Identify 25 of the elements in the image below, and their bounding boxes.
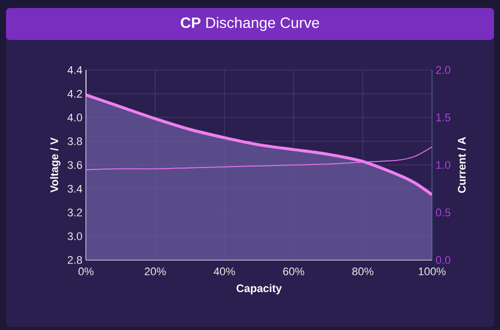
y-tick-label: 3.4 bbox=[68, 184, 82, 193]
line-series bbox=[86, 146, 432, 170]
y2-tick-label: 1.5 bbox=[436, 114, 450, 122]
y-tick-label: 3.8 bbox=[68, 137, 82, 146]
x-tick-label: 60% bbox=[283, 268, 304, 276]
x-tick-label: 80% bbox=[352, 268, 374, 276]
y-tick-label: 2.8 bbox=[68, 256, 82, 264]
y-tick-label: 4.4 bbox=[68, 66, 82, 74]
y2-tick-label: 1.0 bbox=[436, 161, 450, 169]
x-axis-title: Capacity bbox=[236, 284, 282, 294]
y2-axis-title: Current / A bbox=[458, 136, 466, 193]
y-axis-title: Voltage / V bbox=[50, 137, 60, 193]
y-tick-label: 4.0 bbox=[68, 114, 82, 122]
x-tick-label: 0% bbox=[78, 268, 94, 276]
y-tick-label: 3.6 bbox=[68, 161, 82, 169]
chart-title: CP Dischange Curve bbox=[180, 17, 320, 31]
y-tick-label: 3.0 bbox=[68, 232, 82, 240]
y-tick-label: 3.2 bbox=[68, 208, 82, 216]
x-tick-label: 100% bbox=[418, 268, 446, 276]
y2-tick-label: 2.0 bbox=[436, 66, 450, 74]
y-tick-label: 4.2 bbox=[68, 90, 82, 98]
y2-tick-label: 0.0 bbox=[436, 256, 450, 264]
y2-tick-label: 0.5 bbox=[436, 208, 450, 216]
x-tick-label: 40% bbox=[214, 268, 235, 276]
x-tick-label: 20% bbox=[144, 268, 166, 276]
